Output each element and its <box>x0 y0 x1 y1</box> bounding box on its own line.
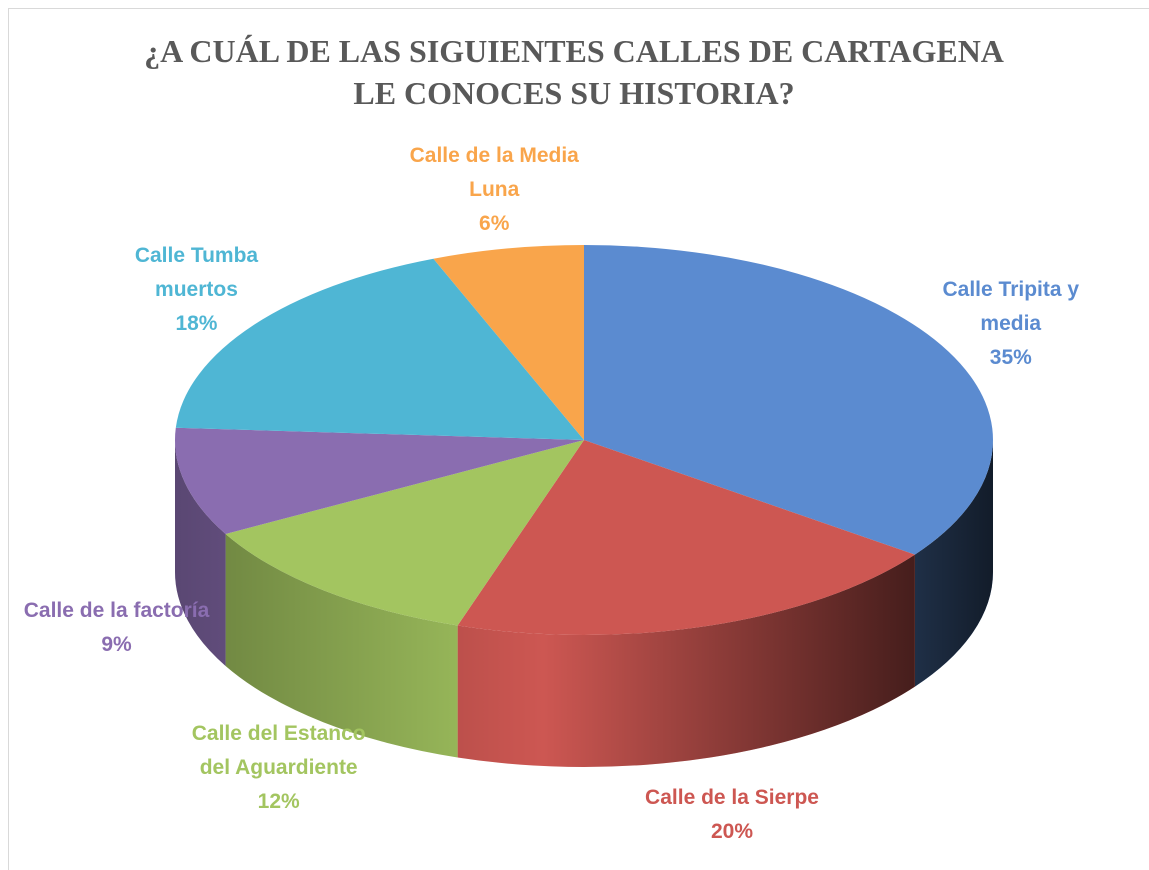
side-shade <box>225 533 458 758</box>
slice <box>457 440 915 635</box>
side-shade <box>457 554 915 767</box>
label-value: 9% <box>101 632 132 656</box>
data-label: Calle Tumba muertos 18% <box>101 239 291 341</box>
label-category: Calle del Estanco del Aguardiente <box>191 722 366 780</box>
chart-frame <box>8 8 1149 870</box>
label-category: Calle Tripita y media <box>942 278 1080 336</box>
label-category: Calle de la Sierpe <box>645 785 819 809</box>
slice <box>175 427 585 534</box>
slice <box>225 440 584 626</box>
label-value: 18% <box>175 312 218 336</box>
label-value: 12% <box>257 790 300 814</box>
data-label: Calle de la Sierpe 20% <box>645 781 819 849</box>
label-category: Calle Tumba muertos <box>134 244 259 302</box>
slice <box>584 245 993 555</box>
data-label: Calle de la factoría 9% <box>24 594 210 662</box>
label-category: Calle de la factoría <box>23 598 210 622</box>
slice <box>433 245 584 440</box>
data-label: Calle de la Media Luna 6% <box>399 139 589 241</box>
data-label: Calle del Estanco del Aguardiente 12% <box>184 717 374 819</box>
data-label: Calle Tripita y media 35% <box>942 273 1080 375</box>
chart-title: ¿A CUÁL DE LAS SIGUIENTES CALLES DE CART… <box>144 33 1004 111</box>
side-shade <box>914 440 993 687</box>
label-value: 20% <box>710 819 754 843</box>
label-value: 35% <box>989 346 1032 370</box>
slice <box>175 258 584 440</box>
side-shade <box>175 440 226 666</box>
label-category: Calle de la Media Luna <box>409 143 579 201</box>
label-value: 6% <box>479 211 510 235</box>
